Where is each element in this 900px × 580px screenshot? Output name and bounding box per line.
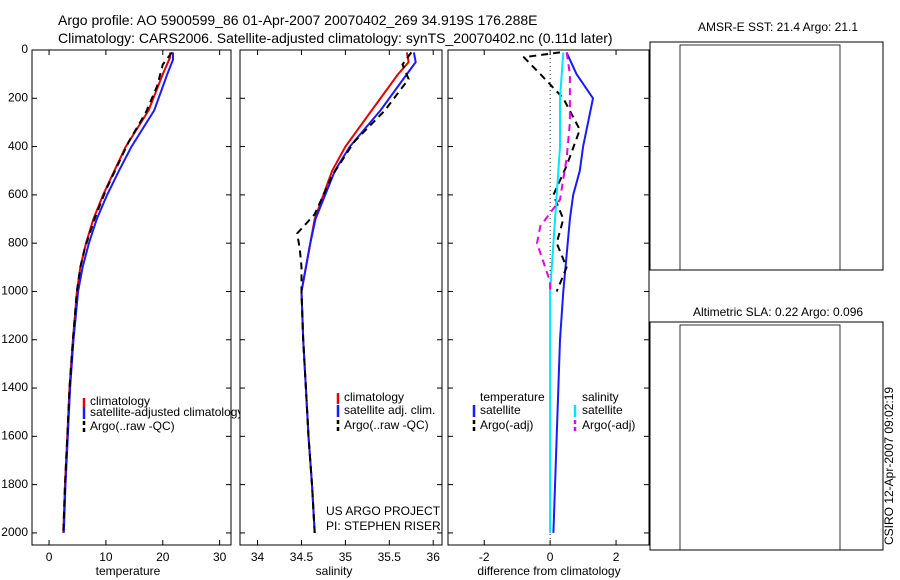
legend-header-temperature: temperature <box>480 390 545 404</box>
x-tick-label: 10 <box>99 550 113 564</box>
salinity-legend: climatology satellite adj. clim. Argo(..… <box>336 390 435 432</box>
sst-axes-box <box>649 41 884 271</box>
difference-xlabel: difference from climatology <box>477 564 620 578</box>
title-line-2: Climatology: CARS2006. Satellite-adjuste… <box>58 30 613 46</box>
legend-label-satellite: satellite-adjusted climatology <box>90 405 243 419</box>
credit-pi: PI: STEPHEN RISER <box>326 519 441 533</box>
legend-label-sal-satellite: satellite <box>582 403 623 417</box>
difference-panel: -2 0 2 difference from climatology tempera… <box>447 49 650 578</box>
series-line-3 <box>536 52 571 292</box>
legend-label-temp-satellite: satellite <box>480 403 521 417</box>
x-tick-label: 36 <box>427 550 441 564</box>
legend-label-climatology: climatology <box>344 390 404 404</box>
x-tick-label: 0 <box>46 550 53 564</box>
y-tick-label: 1400 <box>1 380 28 394</box>
difference-legend: temperature satellite Argo(-adj) salinit… <box>472 390 635 432</box>
series-line-1 <box>62 52 174 533</box>
x-tick-label: 35.5 <box>378 550 402 564</box>
salinity-axes-box <box>239 49 443 546</box>
series-line-2 <box>62 51 173 533</box>
x-tick-label: -2 <box>479 550 490 564</box>
temperature-axes-box <box>31 49 232 546</box>
legend-label-climatology: climatology <box>90 394 150 408</box>
legend-label-satellite: satellite adj. clim. <box>344 403 435 417</box>
difference-axes-box <box>447 49 650 546</box>
y-tick-label: 200 <box>8 90 28 104</box>
x-tick-label: 20 <box>156 550 170 564</box>
y-tick-label: 600 <box>8 187 28 201</box>
legend-label-argo: Argo(..raw -QC) <box>90 419 175 433</box>
temperature-series <box>62 51 174 533</box>
credit-project: US ARGO PROJECT <box>326 504 441 518</box>
series-line-2 <box>296 51 413 533</box>
sst-data-frame <box>679 44 841 271</box>
y-tick-label: 400 <box>8 139 28 153</box>
legend-label-temp-argo: Argo(-adj) <box>480 418 533 432</box>
y-tick-label: 1000 <box>1 284 28 298</box>
sst-map-title: AMSR-E SST: 21.4 Argo: 21.1 <box>698 20 858 34</box>
sst-map: AMSR-E SST: 21.4 Argo: 21.1 <box>649 20 884 271</box>
x-tick-label: 34.5 <box>290 550 314 564</box>
sla-axes-box <box>649 321 884 551</box>
sla-map-title: Altimetric SLA: 0.22 Argo: 0.096 <box>693 305 863 319</box>
difference-series <box>522 51 594 533</box>
salinity-xlabel: salinity <box>316 564 353 578</box>
x-tick-label: 2 <box>613 550 620 564</box>
y-tick-label: 0 <box>21 42 28 56</box>
temperature-ticks: 0 10 20 30 0 200 400 600 800 1000 1200 1400 1600 1800… <box>1 42 231 564</box>
salinity-panel: 34 34.5 35 35.5 36 salinity climatology sate… <box>239 49 443 578</box>
sla-map: Altimetric SLA: 0.22 Argo: 0.096 <box>649 305 884 551</box>
sla-data-frame <box>679 324 841 551</box>
temperature-xlabel: temperature <box>96 564 161 578</box>
y-tick-label: 2000 <box>1 525 28 539</box>
series-line-2 <box>549 52 565 533</box>
salinity-ticks: 34 34.5 35 35.5 36 <box>240 49 442 564</box>
x-tick-label: 30 <box>213 550 227 564</box>
legend-header-salinity: salinity <box>582 390 619 404</box>
x-tick-label: 0 <box>547 550 554 564</box>
legend-label-argo: Argo(..raw -QC) <box>344 418 429 432</box>
timestamp: CSIRO 12-Apr-2007 09:02:19 <box>882 387 896 545</box>
x-tick-label: 35 <box>339 550 353 564</box>
temperature-legend: climatology satellite-adjusted climatolo… <box>82 394 243 433</box>
series-line-1 <box>522 51 581 292</box>
series-line-0 <box>552 51 594 533</box>
y-tick-label: 1200 <box>1 332 28 346</box>
title-line-1: Argo profile: AO 5900599_86 01-Apr-2007 … <box>58 12 538 28</box>
y-tick-label: 800 <box>8 235 28 249</box>
y-tick-label: 1800 <box>1 477 28 491</box>
legend-label-sal-argo: Argo(-adj) <box>582 418 635 432</box>
x-tick-label: 34 <box>251 550 265 564</box>
temperature-panel: 0 10 20 30 0 200 400 600 800 1000 1200 1400 1600 1800… <box>1 42 243 578</box>
y-tick-label: 1600 <box>1 429 28 443</box>
salinity-series <box>296 51 417 533</box>
